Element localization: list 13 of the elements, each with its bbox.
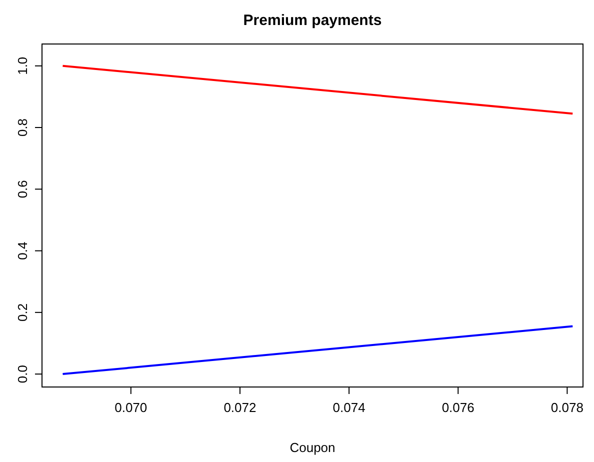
x-axis-title: Coupon [290,440,336,455]
x-tick-label: 0.070 [114,400,148,415]
y-tick-label: 0.6 [15,180,30,198]
x-tick-label: 0.076 [442,400,474,415]
y-tick-label: 1.0 [15,56,30,75]
chart-title: Premium payments [243,12,382,29]
y-tick-label: 0.0 [15,365,30,384]
y-tick-label: 0.2 [15,303,30,322]
x-tick-label: 0.072 [224,400,256,415]
x-tick-label: 0.074 [332,400,366,415]
y-tick-label: 0.8 [15,118,30,137]
x-tick-label: 0.078 [550,400,584,415]
y-tick-label: 0.4 [15,242,30,260]
